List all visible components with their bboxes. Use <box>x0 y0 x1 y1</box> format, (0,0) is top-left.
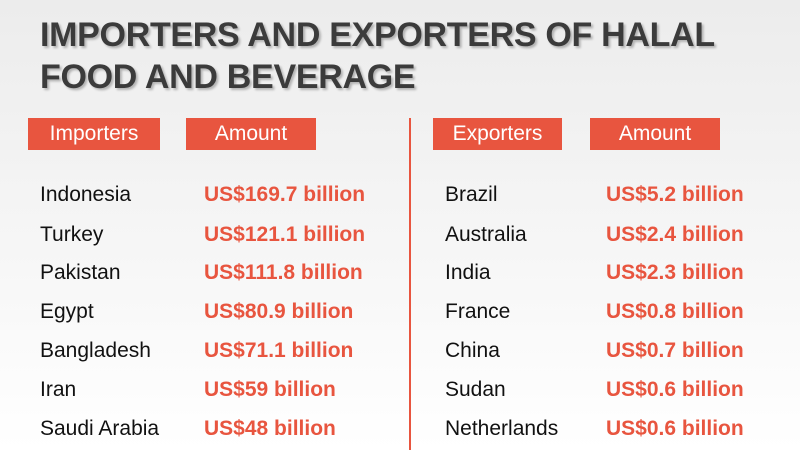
country: Turkey <box>40 223 104 246</box>
country: Saudi Arabia <box>40 417 160 440</box>
column-header: Exporters <box>433 118 562 150</box>
country: Australia <box>445 223 527 246</box>
country: Sudan <box>445 378 506 401</box>
amount: US$0.6 billion <box>606 417 744 440</box>
country: India <box>445 261 491 284</box>
country: France <box>445 300 511 323</box>
country: Indonesia <box>40 183 132 206</box>
amount: US$48 billion <box>204 417 336 440</box>
amount: US$71.1 billion <box>204 339 354 362</box>
country: Netherlands <box>445 417 559 440</box>
title: IMPORTERS AND EXPORTERS OF HALAL FOOD AN… <box>40 16 715 96</box>
column-header: Amount <box>590 118 720 150</box>
amount: US$111.8 billion <box>204 261 363 284</box>
divider <box>409 118 411 450</box>
amount: US$2.3 billion <box>606 261 744 284</box>
country: Brazil <box>445 183 498 206</box>
amount: US$0.7 billion <box>606 339 744 362</box>
column-header: Amount <box>186 118 316 150</box>
country: Egypt <box>40 300 94 323</box>
amount: US$169.7 billion <box>204 183 366 206</box>
country: Iran <box>40 378 77 401</box>
amount: US$0.8 billion <box>606 300 744 323</box>
amount: US$5.2 billion <box>606 183 744 206</box>
column-header: Importers <box>28 118 160 150</box>
amount: US$80.9 billion <box>204 300 354 323</box>
amount: US$0.6 billion <box>606 378 744 401</box>
amount: US$59 billion <box>204 378 336 401</box>
amount: US$121.1 billion <box>204 223 366 246</box>
amount: US$2.4 billion <box>606 223 744 246</box>
country: Bangladesh <box>40 339 151 362</box>
country: China <box>445 339 500 362</box>
country: Pakistan <box>40 261 121 284</box>
